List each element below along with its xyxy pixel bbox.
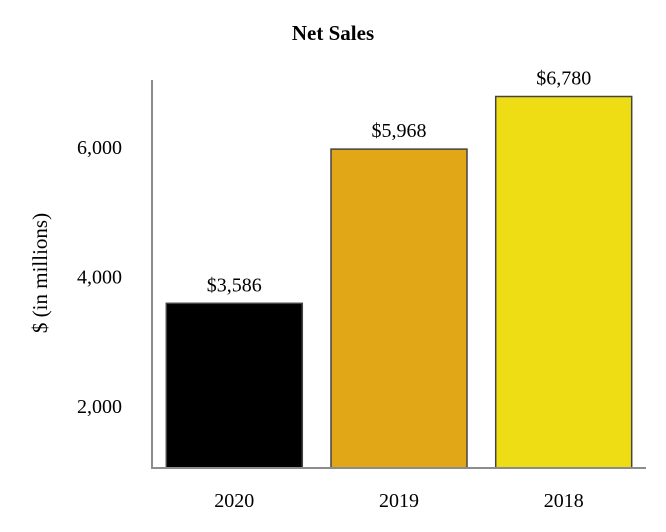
bars-group (165, 95, 633, 469)
x-tick-2018: 2018 (544, 490, 584, 512)
x-tick-2019: 2019 (379, 490, 419, 512)
bar-2020 (165, 302, 304, 469)
bar-2018 (494, 95, 633, 469)
y-ticks-group: 2,000 4,000 6,000 (77, 137, 122, 418)
chart-title: Net Sales (292, 21, 374, 45)
y-tick-6000: 6,000 (77, 137, 122, 159)
y-axis-label: $ (in millions) (28, 213, 52, 333)
data-label-2020: $3,586 (207, 274, 262, 296)
x-tick-2020: 2020 (214, 490, 254, 512)
y-tick-2000: 2,000 (77, 396, 122, 418)
x-ticks-group: 2020 2019 2018 (214, 490, 583, 512)
bar-2019 (330, 148, 468, 469)
y-tick-4000: 4,000 (77, 267, 122, 289)
data-label-2019: $5,968 (372, 120, 427, 142)
data-label-2018: $6,780 (536, 68, 591, 90)
axis-lines (151, 80, 646, 469)
data-labels-group: $3,586 $5,968 $6,780 (207, 68, 591, 297)
